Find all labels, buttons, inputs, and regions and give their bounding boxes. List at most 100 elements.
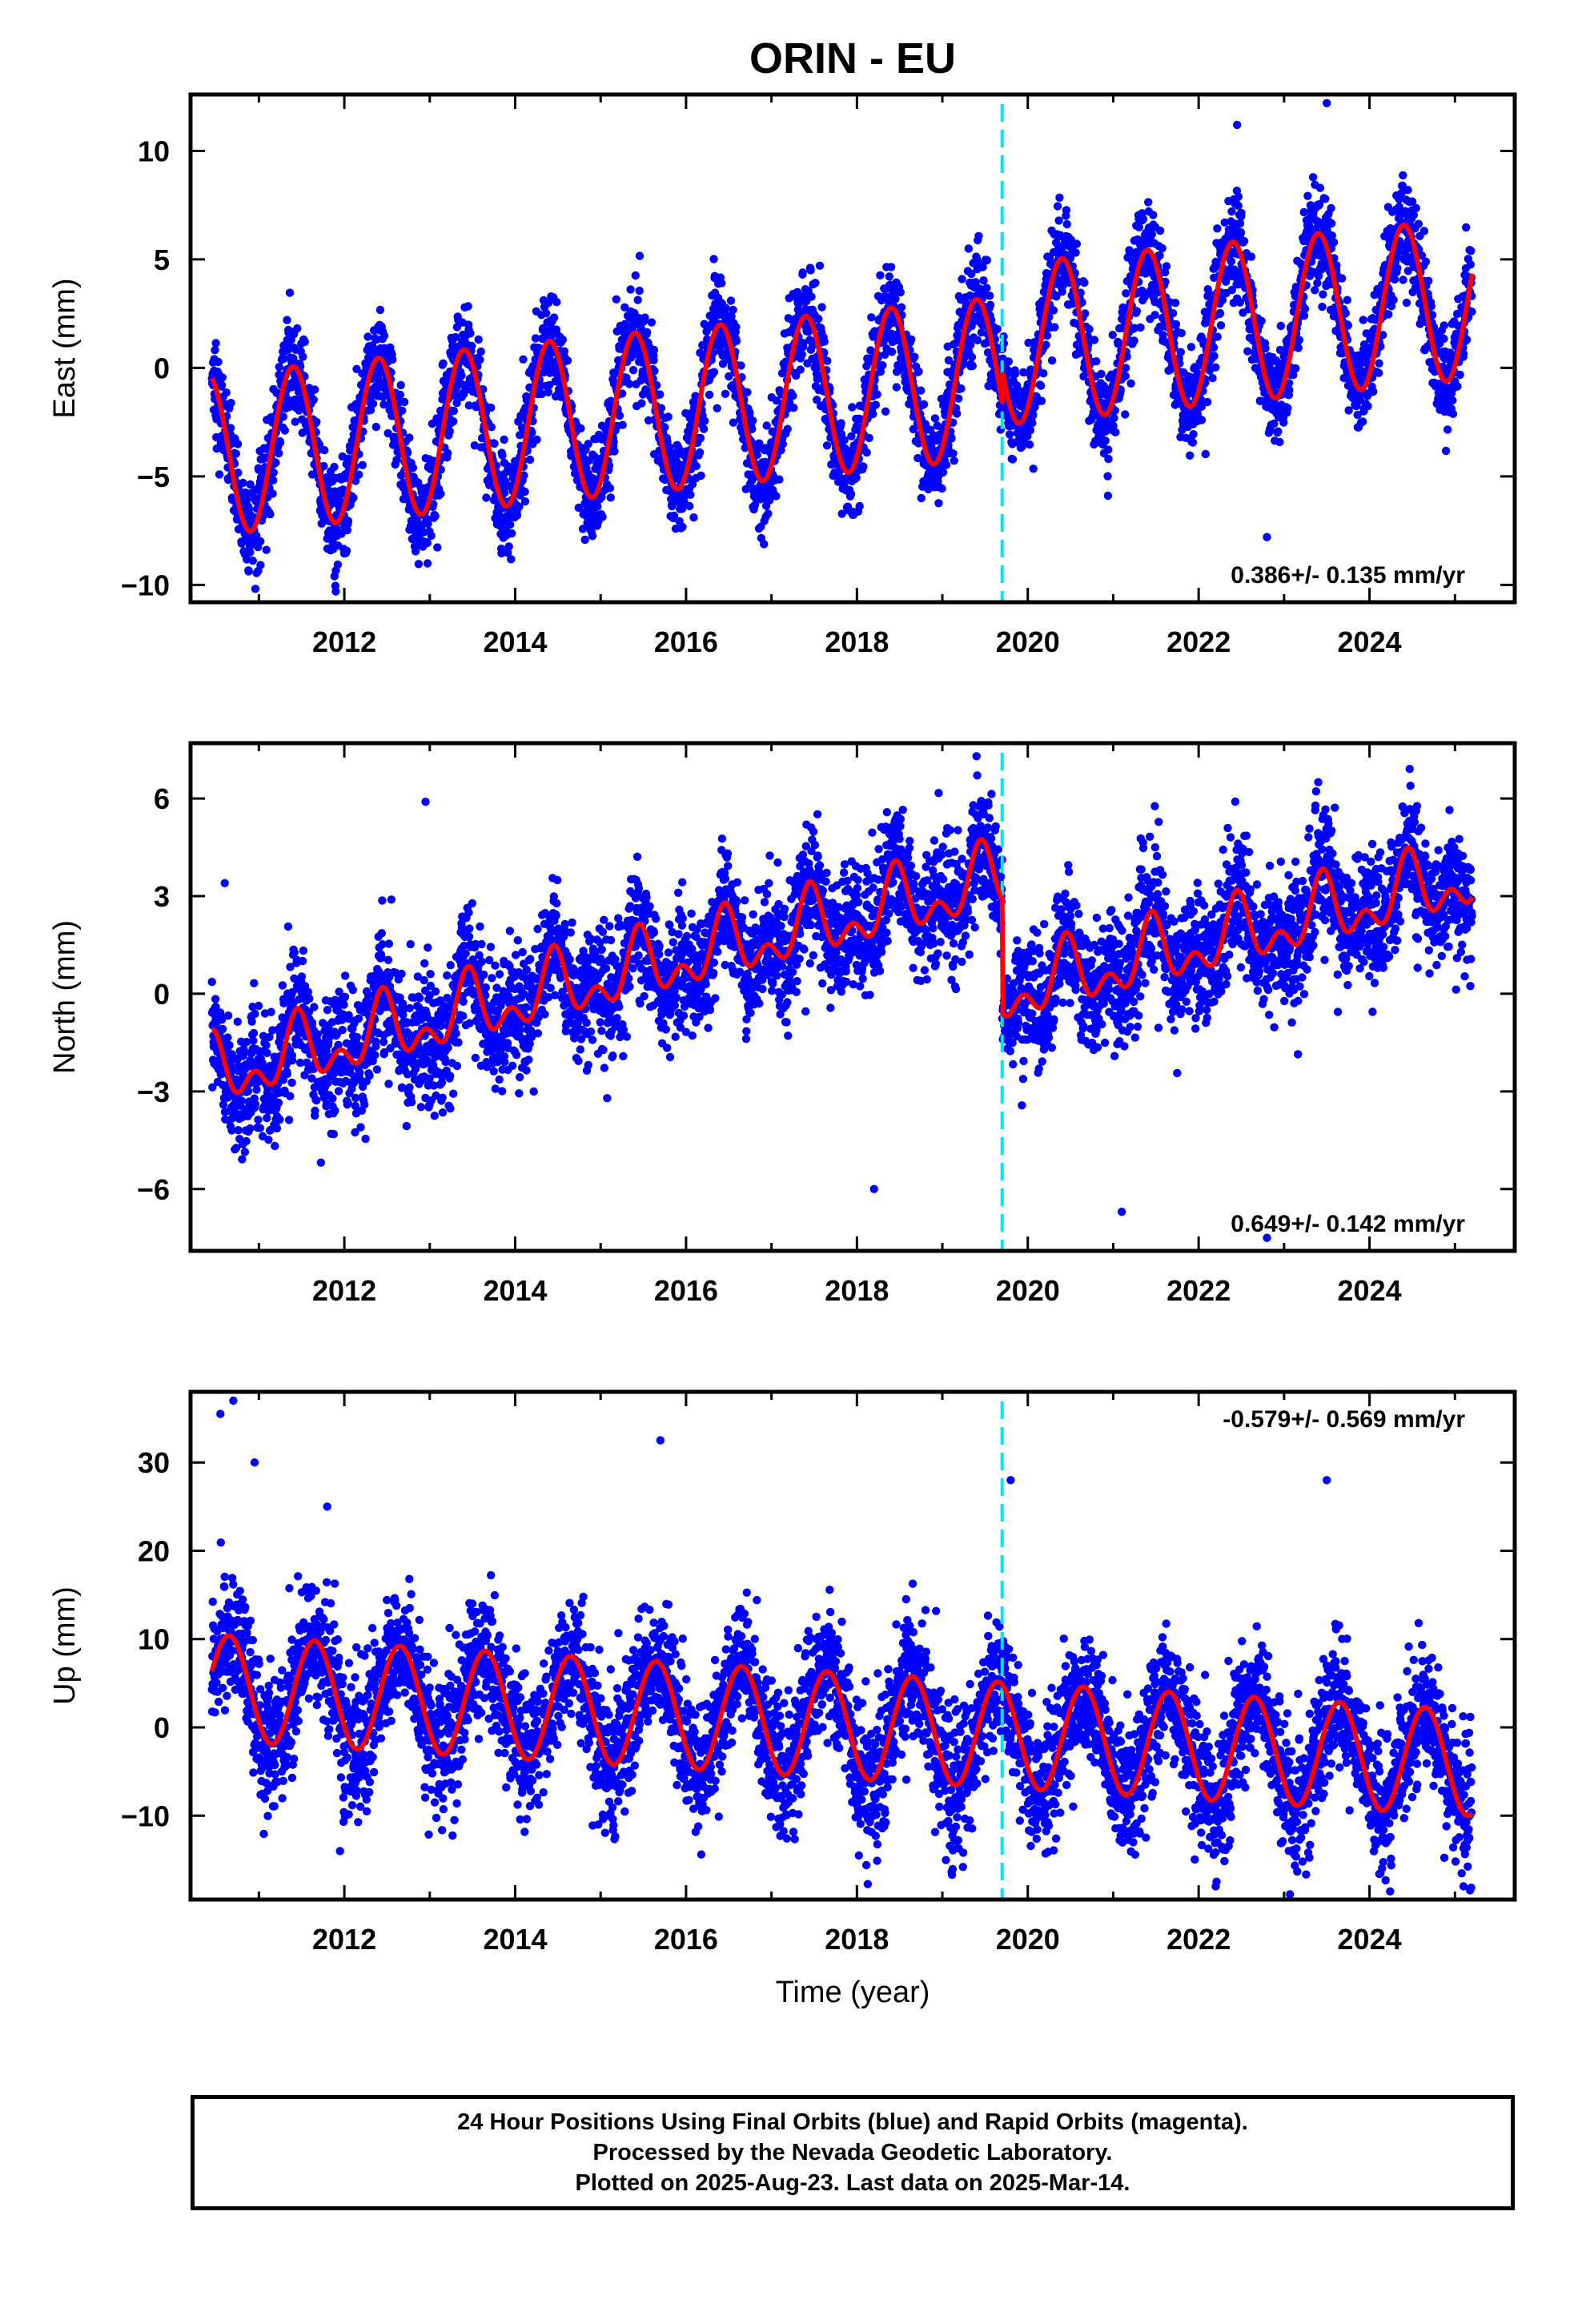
data-point: [1025, 440, 1034, 449]
data-point: [848, 403, 857, 412]
data-point: [544, 380, 554, 390]
data-point: [500, 489, 509, 497]
east-panel: 2012 2014 2016 2018 2020 2022 20241050−5−10Eas…: [48, 92, 1517, 658]
data-point: [405, 433, 414, 442]
data-point: [869, 409, 877, 419]
data-point: [1186, 451, 1195, 460]
data-point: [429, 500, 438, 509]
data-point: [615, 411, 624, 420]
data-point: [1213, 224, 1222, 233]
data-point: [293, 324, 302, 333]
data-point: [433, 543, 442, 552]
data-point: [982, 255, 992, 265]
data-point: [1130, 336, 1138, 345]
data-point: [1419, 227, 1429, 235]
data-point: [907, 335, 916, 344]
data-point: [806, 266, 815, 275]
data-point: [388, 355, 397, 364]
data-point: [598, 513, 607, 521]
data-point: [271, 458, 280, 467]
data-point: [279, 354, 288, 364]
data-point: [1162, 262, 1171, 271]
data-point: [1421, 257, 1431, 266]
data-point: [256, 537, 265, 546]
data-point: [343, 525, 351, 535]
data-point: [352, 364, 361, 373]
east-data-points: [207, 99, 1476, 596]
data-point: [558, 336, 568, 344]
data-point: [764, 509, 773, 518]
data-point: [910, 352, 919, 361]
data-point: [248, 557, 257, 565]
data-point: [914, 367, 923, 376]
data-point: [427, 531, 436, 541]
data-point: [1085, 324, 1094, 334]
data-point: [1294, 344, 1303, 352]
data-point: [1036, 381, 1046, 390]
data-point: [544, 388, 552, 396]
data-point: [1375, 359, 1383, 368]
data-point: [689, 513, 698, 522]
data-point: [1211, 363, 1220, 372]
data-point: [726, 296, 736, 305]
data-point: [982, 283, 991, 292]
data-point: [525, 455, 535, 464]
data-point: [563, 356, 572, 365]
data-point: [887, 348, 897, 356]
data-point: [1236, 227, 1246, 237]
data-point: [1389, 296, 1398, 304]
data-point: [709, 368, 719, 376]
data-point: [1321, 195, 1330, 203]
data-point: [528, 428, 536, 437]
data-point: [1039, 369, 1048, 378]
data-point: [1054, 216, 1063, 225]
data-point: [1239, 236, 1249, 246]
data-point: [1008, 455, 1018, 464]
data-point: [637, 399, 646, 408]
data-point: [1149, 211, 1158, 219]
data-point: [789, 404, 798, 412]
data-point: [685, 501, 694, 511]
data-point: [807, 292, 816, 301]
data-point: [1072, 239, 1082, 248]
data-point: [1359, 316, 1367, 324]
data-point: [431, 512, 440, 521]
data-point: [512, 511, 522, 520]
data-point: [633, 296, 642, 304]
data-point: [966, 340, 975, 349]
data-point: [311, 385, 319, 394]
data-point: [1291, 364, 1300, 373]
data-point: [1384, 310, 1393, 319]
data-point: [1308, 173, 1318, 182]
data-point: [1138, 215, 1148, 223]
data-point: [358, 460, 367, 469]
data-point: [1414, 219, 1423, 228]
data-point: [1276, 321, 1286, 331]
data-point: [1126, 379, 1135, 388]
data-point: [606, 493, 615, 502]
data-point: [820, 337, 829, 346]
data-point: [504, 549, 512, 557]
data-point: [363, 332, 372, 341]
data-point: [1103, 491, 1113, 501]
data-point: [815, 261, 825, 270]
data-point: [799, 342, 808, 352]
data-point: [283, 316, 291, 324]
data-point: [1213, 332, 1222, 341]
data-point: [269, 468, 278, 477]
data-point: [760, 540, 769, 549]
data-point: [315, 440, 324, 449]
data-point: [1402, 298, 1411, 308]
data-point: [366, 405, 375, 415]
data-point: [656, 404, 666, 412]
data-point: [650, 367, 659, 376]
data-point: [678, 522, 687, 532]
data-point: [1358, 417, 1367, 426]
data-point: [892, 383, 901, 392]
data-point: [1315, 183, 1325, 192]
data-point: [275, 363, 283, 372]
data-point: [876, 271, 885, 279]
data-point: [862, 448, 871, 457]
data-point: [400, 397, 409, 407]
data-point: [1071, 248, 1080, 257]
